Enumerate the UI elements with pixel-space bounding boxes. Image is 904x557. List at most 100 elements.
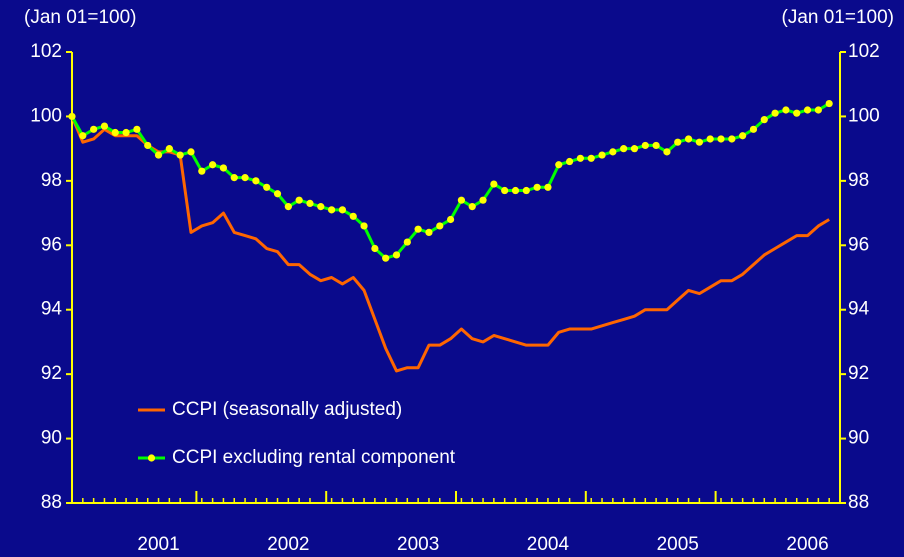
series-marker: [198, 167, 206, 175]
y2-tick-label: 98: [848, 170, 869, 191]
series-marker: [728, 135, 736, 143]
series-marker: [760, 116, 768, 124]
series-marker: [490, 180, 498, 188]
series-marker: [501, 186, 509, 195]
x-tick-label: 2001: [137, 534, 179, 555]
series-marker: [609, 148, 617, 156]
series-marker: [771, 109, 779, 117]
y2-tick-label: 94: [848, 299, 870, 320]
y2-tick-label: 96: [848, 234, 869, 255]
legend-label: CCPI excluding rental component: [172, 447, 456, 468]
series-marker: [360, 222, 368, 230]
series-marker: [468, 203, 476, 211]
series-marker: [695, 138, 703, 146]
series-marker: [522, 186, 530, 195]
series-marker: [295, 196, 303, 204]
y-axis-label: (Jan 01=100): [24, 7, 137, 28]
series-marker: [803, 106, 812, 114]
series-marker: [414, 225, 422, 233]
series-marker: [273, 190, 282, 198]
series-marker: [403, 238, 411, 246]
x-tick-label: 2003: [397, 534, 439, 555]
series-marker: [533, 183, 541, 191]
series-line: [70, 115, 830, 373]
series-marker: [598, 151, 606, 159]
y2-tick-label: 88: [848, 492, 869, 513]
series-marker: [230, 174, 238, 182]
y2-tick-label: 92: [848, 363, 869, 384]
legend-label: CCPI (seasonally adjusted): [172, 399, 402, 420]
series-marker: [555, 161, 563, 169]
series-marker: [144, 141, 152, 150]
y-tick-label: 94: [41, 299, 63, 320]
series-marker: [446, 215, 455, 224]
x-tick-label: 2005: [657, 534, 699, 555]
series-marker: [457, 196, 466, 204]
series-marker: [544, 183, 552, 191]
series-marker: [663, 148, 671, 156]
series-marker: [133, 125, 141, 133]
y2-tick-label: 102: [848, 41, 880, 62]
series-marker: [684, 135, 693, 143]
series-marker: [371, 244, 379, 253]
series-marker: [674, 138, 682, 146]
y-tick-label: 102: [30, 41, 62, 62]
series-marker: [425, 228, 433, 236]
series-marker: [306, 199, 314, 208]
series-marker: [209, 161, 217, 169]
x-tick-label: 2006: [786, 534, 828, 555]
series-marker: [328, 206, 336, 214]
series-marker: [565, 157, 574, 166]
series-marker: [814, 106, 822, 114]
series-marker: [68, 112, 76, 121]
series-marker: [349, 212, 357, 220]
y-tick-label: 92: [41, 363, 62, 384]
series-marker: [706, 135, 714, 143]
series-marker: [111, 128, 119, 137]
x-tick-label: 2002: [267, 534, 309, 555]
y-tick-label: 88: [41, 492, 62, 513]
series-marker: [176, 151, 184, 159]
series-marker: [717, 135, 725, 143]
series-marker: [382, 254, 390, 262]
series-marker: [219, 164, 228, 172]
series-marker: [587, 154, 595, 162]
series-marker: [620, 145, 628, 153]
series-marker: [641, 141, 649, 150]
series-marker: [652, 141, 660, 150]
series-marker: [263, 183, 271, 191]
series-marker: [479, 196, 487, 204]
x-tick-label: 2004: [527, 534, 570, 555]
series-marker: [392, 251, 401, 259]
y2-tick-label: 100: [848, 105, 880, 126]
series-marker: [630, 145, 639, 153]
series-marker: [739, 132, 747, 140]
series-marker: [154, 151, 163, 159]
y-tick-label: 96: [41, 234, 62, 255]
series-marker: [284, 203, 292, 211]
series-marker: [338, 206, 347, 214]
series-marker: [165, 145, 173, 153]
y2-axis-label: (Jan 01=100): [782, 7, 895, 28]
series-marker: [749, 125, 758, 133]
y-tick-label: 100: [30, 105, 62, 126]
series-marker: [511, 186, 520, 195]
series-marker: [187, 148, 195, 156]
series-marker: [122, 128, 130, 137]
legend-marker: [147, 454, 156, 462]
series-marker: [252, 177, 260, 185]
series-marker: [241, 174, 249, 182]
series-marker: [576, 154, 584, 162]
series-marker: [782, 106, 790, 114]
series-marker: [79, 132, 87, 140]
series-marker: [90, 125, 98, 133]
series-marker: [317, 203, 325, 211]
y2-tick-label: 90: [848, 428, 869, 449]
series-marker: [825, 99, 833, 108]
y-tick-label: 90: [41, 428, 62, 449]
series-marker: [793, 109, 801, 117]
y-tick-label: 98: [41, 170, 62, 191]
series-marker: [100, 122, 109, 130]
